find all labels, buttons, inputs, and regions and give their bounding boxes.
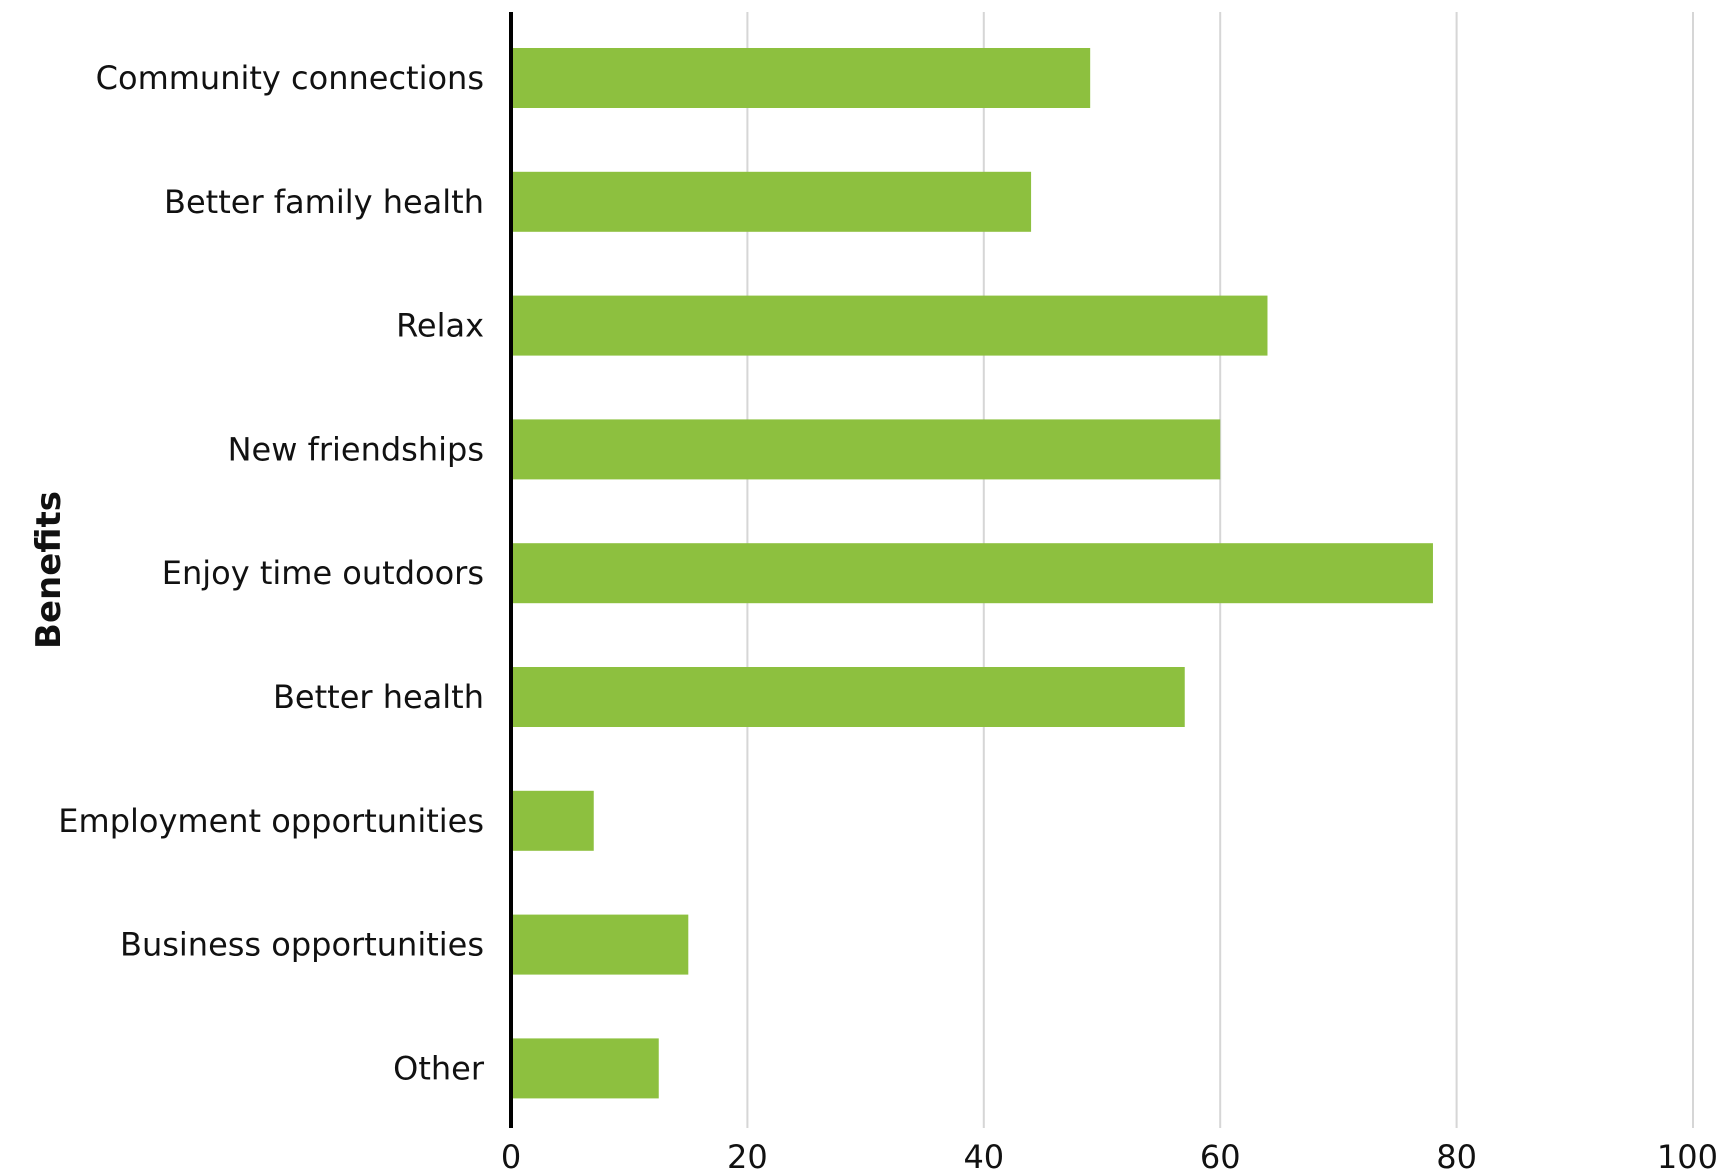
category-label: Enjoy time outdoors	[162, 554, 484, 592]
category-labels: Community connections Better family healt…	[58, 59, 485, 1087]
x-tick-label: 40	[963, 1138, 1004, 1176]
bar	[511, 1038, 659, 1099]
bar	[511, 914, 689, 975]
bar	[511, 295, 1268, 356]
bar	[511, 667, 1185, 727]
bar	[511, 790, 594, 851]
category-label: Business opportunities	[120, 926, 484, 964]
bars	[511, 48, 1433, 1099]
x-tick-label: 20	[727, 1138, 768, 1176]
category-label: Better family health	[164, 183, 484, 221]
bar	[511, 48, 1091, 108]
category-label: New friendships	[228, 430, 484, 468]
category-label: Relax	[396, 307, 484, 345]
category-label: Other	[393, 1049, 485, 1087]
x-tick-label: 100	[1657, 1138, 1718, 1176]
category-label: Better health	[273, 678, 484, 716]
y-axis-title: Benefits	[29, 491, 69, 649]
x-tick-label: 0	[501, 1138, 521, 1176]
x-tick-label: 80	[1436, 1138, 1477, 1176]
category-label: Community connections	[96, 59, 484, 97]
x-tick-label: 60	[1200, 1138, 1241, 1176]
bar	[511, 419, 1221, 480]
category-label: Employment opportunities	[58, 802, 484, 840]
x-tick-labels: 0 20 40 60 80 100	[501, 1138, 1718, 1176]
bar	[511, 171, 1032, 232]
bar	[511, 543, 1433, 604]
